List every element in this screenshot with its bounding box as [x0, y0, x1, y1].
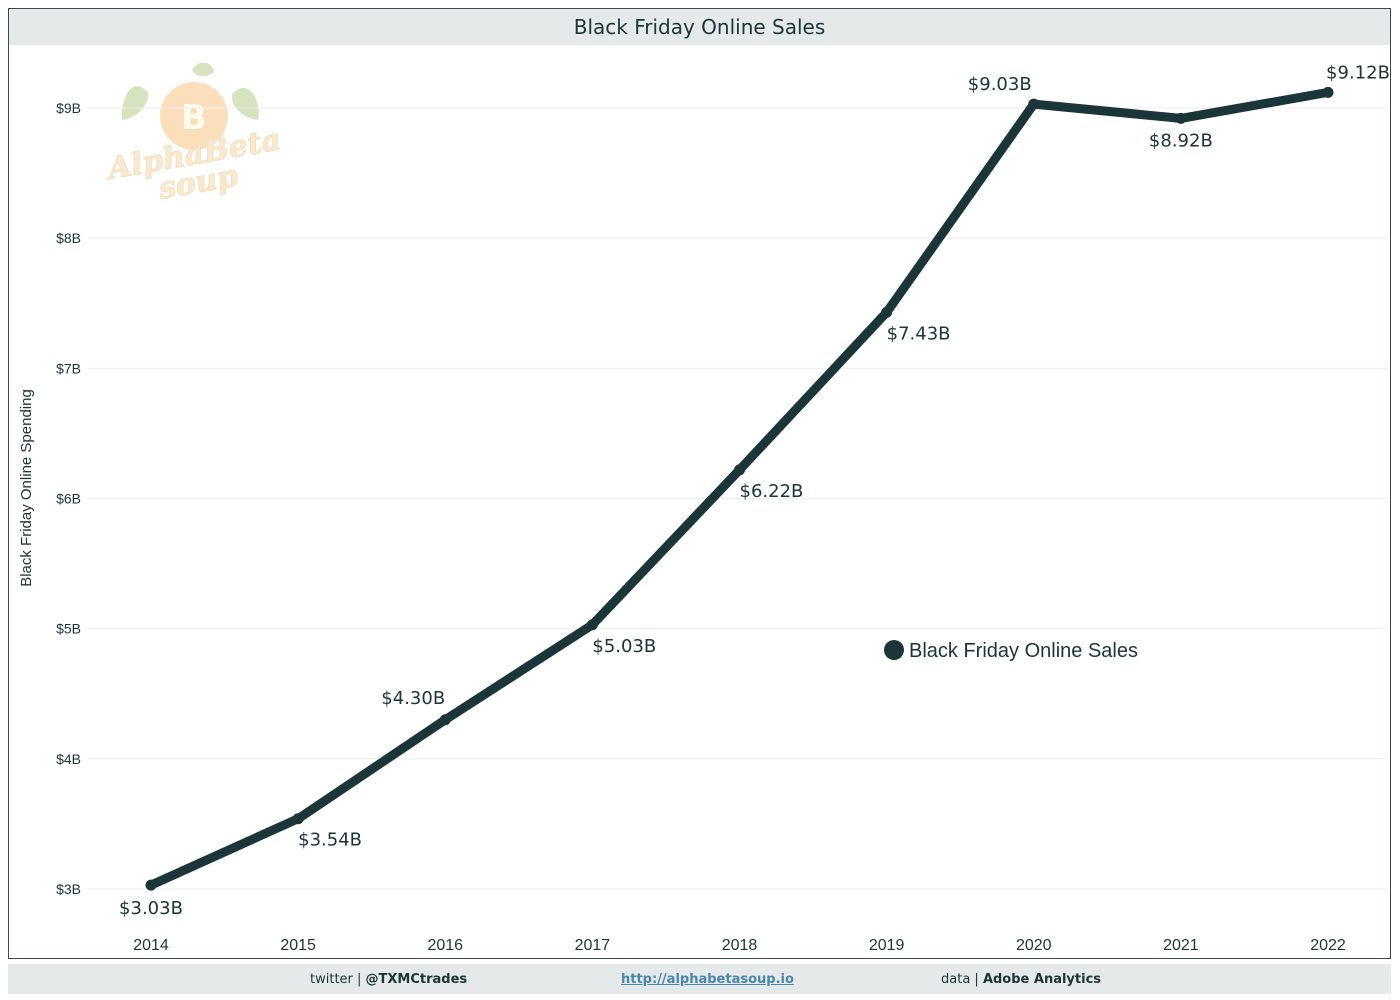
data-point [586, 619, 598, 631]
data-point [1322, 86, 1334, 98]
alphabetasoup-watermark-logo: B AlphaBeta soup [102, 62, 284, 207]
x-axis-ticks: 2014 2015 2016 2017 2018 2019 2020 2021 2022 [133, 937, 1346, 954]
data-label: $7.43B [887, 323, 951, 344]
x-tick-label: 2018 [722, 937, 758, 954]
data-point [1175, 112, 1187, 124]
footer-twitter: twitter | @TXMCtrades [310, 972, 467, 987]
y-tick-label: $4B [56, 751, 81, 767]
y-tick-label: $9B [56, 100, 81, 116]
x-tick-label: 2017 [575, 937, 611, 954]
data-point [292, 813, 304, 825]
x-tick-label: 2019 [869, 937, 905, 954]
footer-data-source: data | Adobe Analytics [941, 972, 1101, 987]
bitcoin-icon: B [181, 98, 207, 138]
data-prefix: data | [941, 972, 983, 987]
footer-bar: twitter | @TXMCtrades http://alphabetaso… [8, 964, 1391, 994]
data-label: $3.54B [298, 830, 362, 851]
y-tick-label: $6B [56, 491, 81, 507]
x-tick-label: 2016 [427, 937, 463, 954]
y-tick-label: $5B [56, 621, 81, 637]
y-tick-label: $7B [56, 360, 81, 376]
data-points [145, 86, 1334, 891]
chart-frame: Black Friday Online Sales [8, 8, 1391, 959]
twitter-prefix: twitter | [310, 972, 366, 987]
watermark-fruit [160, 82, 228, 150]
legend-marker [884, 640, 904, 660]
legend: Black Friday Online Sales [884, 640, 1138, 662]
y-tick-label: $3B [56, 881, 81, 897]
data-point [1028, 98, 1040, 110]
data-label: $9.03B [968, 74, 1032, 95]
watermark-leaf-top [192, 62, 214, 77]
y-tick-label: $8B [56, 230, 81, 246]
data-point [439, 714, 451, 726]
data-point [145, 879, 157, 891]
gridlines [88, 107, 1388, 890]
data-source-name: Adobe Analytics [982, 972, 1102, 987]
footer-link-wrap: http://alphabetasoup.io [621, 972, 794, 987]
data-label: $8.92B [1149, 130, 1213, 151]
data-point [734, 464, 745, 476]
website-link[interactable]: http://alphabetasoup.io [621, 972, 794, 987]
x-tick-label: 2021 [1163, 937, 1199, 954]
x-tick-label: 2022 [1310, 937, 1346, 954]
watermark-leaf-left [121, 86, 149, 120]
data-label: $4.30B [381, 688, 445, 709]
y-axis-label: Black Friday Online Spending [18, 389, 35, 587]
data-label: $9.12B [1326, 62, 1390, 83]
chart-title: Black Friday Online Sales [9, 9, 1390, 45]
data-label: $5.03B [592, 636, 656, 657]
twitter-handle[interactable]: @TXMCtrades [365, 972, 468, 987]
x-tick-label: 2015 [280, 937, 316, 954]
y-axis-ticks: $3B $4B $5B $6B $7B $8B $9B [56, 100, 81, 897]
watermark-leaf-right [231, 87, 259, 120]
data-label: $3.03B [119, 898, 183, 919]
data-point [881, 306, 893, 318]
data-label: $6.22B [740, 481, 804, 502]
line-chart: B AlphaBeta soup $3B $4B $5B $6B $7B $8B $9B 2… [18, 62, 1390, 954]
data-labels: $3.03B $3.54B $4.30B $5.03B $6.22B $7.43B $9.0… [119, 62, 1390, 919]
x-tick-label: 2020 [1016, 937, 1052, 954]
x-tick-label: 2014 [133, 937, 169, 954]
legend-label: Black Friday Online Sales [909, 640, 1138, 662]
